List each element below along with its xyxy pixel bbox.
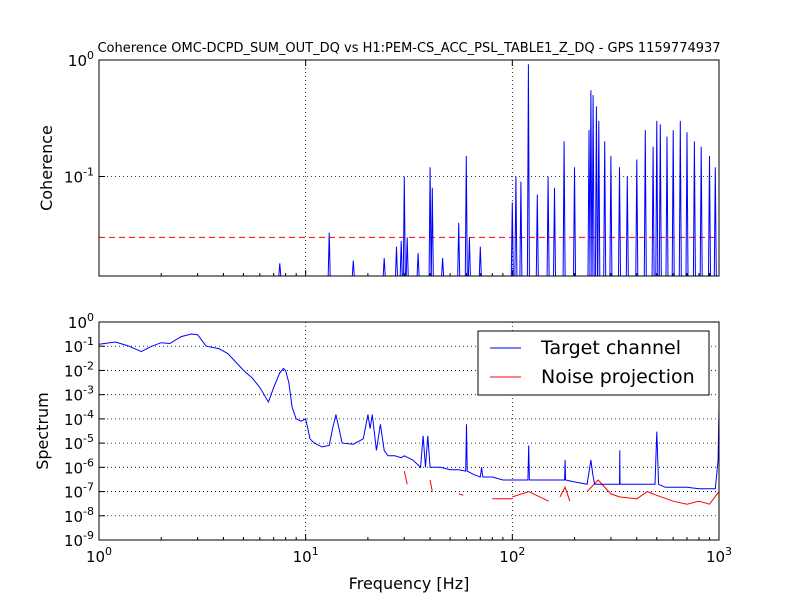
spectrum-panel: Spectrum Frequency [Hz] 100 10-1 10-2 10-3 1… [33,311,732,593]
bottom-ytick-label: 10-8 [64,505,94,526]
coherence-series-line [278,64,717,277]
bottom-ytick-label: 10-4 [64,408,94,429]
top-ytick-label: 10-1 [64,166,94,187]
top-ytick-label: 100 [68,49,94,70]
bottom-xtick-label: 100 [86,545,112,566]
bottom-ytick-label: 10-7 [64,481,94,502]
legend: Target channel Noise projection [477,330,710,396]
target-channel-line [98,333,720,490]
noise-projection-line [403,470,720,505]
bottom-ytick-label: 10-2 [64,359,94,380]
chart-title: Coherence OMC-DCPD_SUM_OUT_DQ vs H1:PEM-… [97,41,720,56]
bottom-ytick-label: 10-5 [64,432,94,453]
legend-box [477,330,710,396]
legend-label-noise: Noise projection [541,366,695,388]
legend-label-target: Target channel [540,337,681,359]
bottom-ytick-label: 10-1 [64,335,94,356]
top-ylabel: Coherence [37,125,56,211]
bottom-ytick-label: 10-3 [64,384,94,405]
coherence-panel: Coherence 100 10-1 [37,49,720,277]
top-grid [99,60,719,276]
bottom-ticks: 10010-110-210-310-410-510-610-710-810-91… [64,311,732,566]
bottom-xtick-label: 103 [706,545,732,566]
bottom-frame [98,321,720,541]
bottom-xtick-label: 101 [293,545,319,566]
top-ticks: 100 10-1 [64,49,711,276]
bottom-xlabel: Frequency [Hz] [349,574,470,593]
bottom-xtick-label: 102 [499,545,525,566]
bottom-ytick-label: 10-9 [64,529,94,550]
top-frame [98,59,720,277]
bottom-ytick-label: 100 [68,311,94,332]
bottom-ytick-label: 10-6 [64,456,94,477]
bottom-ylabel: Spectrum [33,392,52,470]
